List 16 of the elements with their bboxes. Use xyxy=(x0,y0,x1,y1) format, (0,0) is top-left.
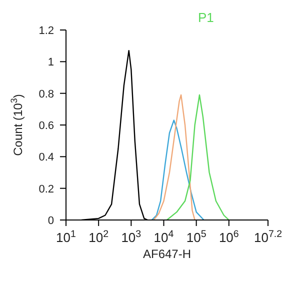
x-tick-label: 10$^{5}$ xyxy=(186,228,207,245)
x-tick-label: 10$^{3}$ xyxy=(121,228,142,245)
x-tick-label: 10$^{2}$ xyxy=(88,228,109,245)
x-tick-label: 10$^{7.2}$ xyxy=(254,228,282,245)
x-tick-label: 10$^{1}$ xyxy=(56,228,76,245)
y-tick-label: 0.2 xyxy=(38,183,54,196)
y-tick-label: 1.2 xyxy=(38,25,54,37)
y-tick-label: 1 xyxy=(48,56,54,69)
y-tick-label: 0.4 xyxy=(38,152,54,164)
x-axis-title: AF647-H xyxy=(142,247,192,261)
x-tick-label: 10$^{6}$ xyxy=(218,228,239,245)
text: P1 xyxy=(198,10,214,25)
y-tick-label: 0.6 xyxy=(38,120,54,132)
y-tick-label: 0.8 xyxy=(38,88,54,100)
x-tick-label: 10$^{4}$ xyxy=(154,228,174,245)
y-tick-label: 0 xyxy=(48,215,54,227)
